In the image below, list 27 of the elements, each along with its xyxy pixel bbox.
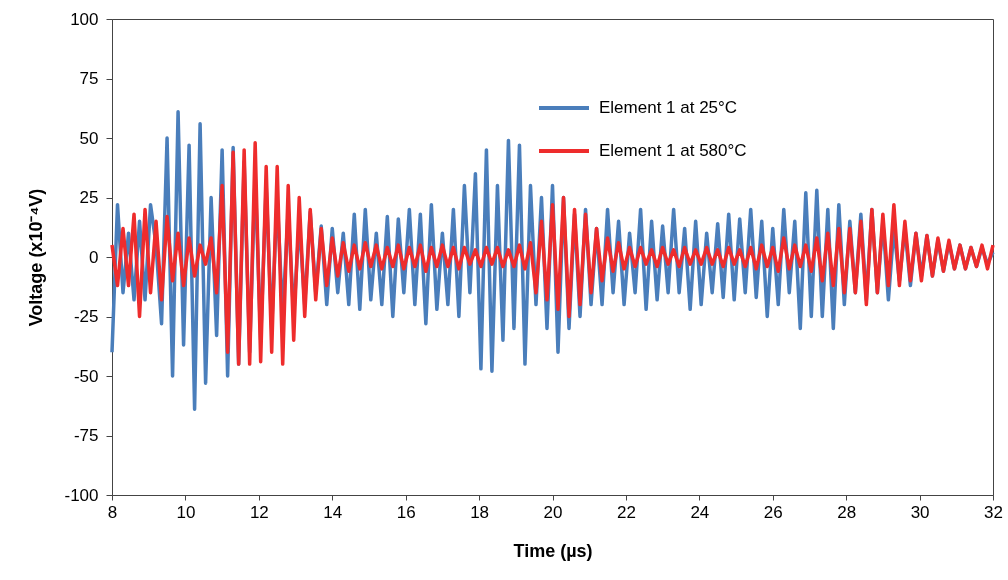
x-tick-label: 24 xyxy=(690,502,710,522)
x-tick-label: 26 xyxy=(763,502,783,522)
y-tick-label: -50 xyxy=(73,366,99,386)
y-tick-label: 25 xyxy=(79,188,99,207)
x-tick-label: 18 xyxy=(470,502,490,522)
legend-label: Element 1 at 580°C xyxy=(599,141,747,160)
x-tick-label: 10 xyxy=(176,502,196,522)
x-tick-label: 22 xyxy=(616,502,636,522)
x-tick-label: 28 xyxy=(837,502,857,522)
y-tick-label: -75 xyxy=(73,426,99,445)
y-tick-label: -100 xyxy=(64,485,99,505)
line-series xyxy=(110,141,995,366)
y-tick-label: 100 xyxy=(70,9,99,29)
legend-label: Element 1 at 25°C xyxy=(599,98,738,117)
x-tick-label: 32 xyxy=(984,502,1003,522)
y-axis-title: Voltage (x10⁻⁴V) xyxy=(26,188,47,327)
x-axis-title: Time (µs) xyxy=(513,540,593,561)
y-tick-label: 50 xyxy=(79,128,99,148)
x-tick-label: 8 xyxy=(107,502,118,522)
x-tick-label: 12 xyxy=(249,502,269,522)
x-tick-label: 16 xyxy=(396,502,416,522)
x-tick-label: 20 xyxy=(543,502,563,522)
x-tick-label: 30 xyxy=(910,502,930,522)
x-tick-label: 14 xyxy=(323,502,343,522)
y-tick-label: 75 xyxy=(79,69,99,88)
y-tick-label: 0 xyxy=(89,247,99,267)
y-tick-label: -25 xyxy=(73,307,99,326)
